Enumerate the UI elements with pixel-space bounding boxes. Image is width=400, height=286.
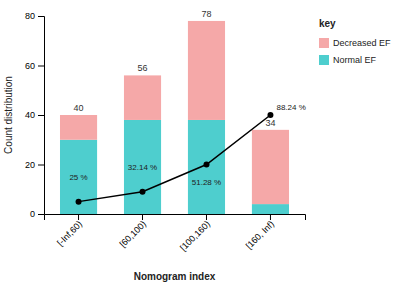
- marks: [60, 21, 289, 214]
- bar: [252, 204, 289, 214]
- line-marker: [76, 199, 82, 205]
- bar: [252, 130, 289, 204]
- y-tick-label: 40: [25, 110, 35, 120]
- x-tick-label: [100,160): [178, 219, 212, 253]
- share-label: 32.14 %: [128, 163, 157, 172]
- y-tick: 40: [25, 110, 44, 120]
- y-axis: 0 20 40 60 80: [25, 11, 45, 219]
- y-tick: 80: [25, 11, 44, 21]
- line: [79, 115, 271, 202]
- x-tick-mark: [78, 214, 79, 220]
- x-tick-label: [60,100): [118, 219, 148, 249]
- y-tick-mark: [38, 115, 44, 116]
- share-label: 51.28 %: [192, 178, 221, 187]
- legend-title: key: [319, 18, 336, 29]
- labels: 40 56 78 34 25 % 32.14 % 51.28 % 88.24 %: [69, 9, 305, 187]
- y-tick-label: 0: [30, 209, 35, 219]
- y-tick: 0: [30, 209, 44, 219]
- y-tick-label: 80: [25, 11, 35, 21]
- bar: [124, 75, 161, 120]
- line-marker: [203, 162, 209, 168]
- chart-container: [-Inf,60) [60,100) [100,160) [160, Inf) 0 20 4…: [0, 0, 400, 286]
- y-tick: 60: [25, 61, 44, 71]
- y-axis-line: [38, 17, 45, 215]
- total-label: 34: [265, 118, 275, 128]
- line-marker: [140, 189, 146, 195]
- chart: [-Inf,60) [60,100) [100,160) [160, Inf) 0 20 4…: [0, 0, 400, 286]
- y-tick-mark: [38, 165, 44, 166]
- y-tick-mark: [38, 214, 44, 215]
- total-label: 56: [138, 63, 148, 73]
- x-axis-title: Nomogram index: [134, 271, 216, 282]
- x-tick-mark: [270, 214, 271, 220]
- legend-label: Decreased EF: [333, 38, 391, 48]
- legend-swatch: [319, 55, 329, 65]
- bar: [124, 120, 161, 214]
- y-tick-label: 60: [25, 61, 35, 71]
- x-axis-line: [45, 215, 306, 221]
- x-tick-label: [160, Inf): [244, 219, 276, 251]
- x-tick: [100,160): [178, 214, 212, 253]
- bar: [188, 21, 225, 120]
- bar: [188, 120, 225, 214]
- legend-label: Normal EF: [333, 55, 377, 65]
- plot: [-Inf,60) [60,100) [100,160) [160, Inf) 0 20 4…: [25, 9, 306, 253]
- bar-series: [60, 21, 289, 204]
- x-axis: [-Inf,60) [60,100) [100,160) [160, Inf): [45, 214, 306, 253]
- bar: [60, 140, 97, 214]
- y-tick-label: 20: [25, 160, 35, 170]
- legend-item: Decreased EF: [319, 38, 391, 48]
- x-tick: [160, Inf): [244, 214, 276, 251]
- x-tick: [-Inf,60): [55, 214, 84, 248]
- legend-swatch: [319, 38, 329, 48]
- bar: [60, 115, 97, 140]
- x-tick-mark: [142, 214, 143, 220]
- x-tick-mark: [206, 214, 207, 220]
- y-tick-mark: [38, 16, 44, 17]
- share-label: 25 %: [69, 173, 87, 182]
- total-label: 40: [74, 103, 84, 113]
- legend: key Decreased EF Normal EF: [319, 18, 391, 65]
- x-tick-label: [-Inf,60): [55, 219, 84, 248]
- y-axis-title: Count distribution: [3, 76, 14, 154]
- share-label: 88.24 %: [276, 103, 305, 112]
- legend-item: Normal EF: [319, 55, 377, 65]
- y-tick: 20: [25, 160, 44, 170]
- x-tick: [60,100): [118, 214, 148, 249]
- y-tick-mark: [38, 66, 44, 67]
- total-label: 78: [201, 9, 211, 19]
